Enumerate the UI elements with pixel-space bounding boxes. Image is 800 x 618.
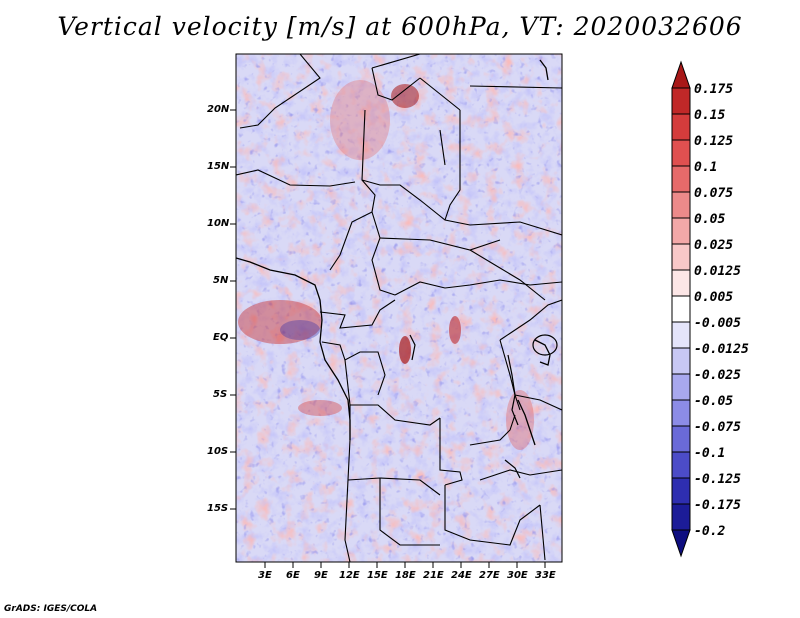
velocity-field <box>236 54 562 562</box>
lon-label: 6E <box>286 570 300 581</box>
colorbar-label: 0.0125 <box>694 264 741 279</box>
colorbar-label: -0.025 <box>694 368 741 383</box>
colorbar-box <box>671 347 691 375</box>
colorbar-box <box>671 399 691 427</box>
colorbar-box <box>671 113 691 141</box>
lon-label: 3E <box>258 570 272 581</box>
colorbar-box <box>671 217 691 245</box>
lon-label: 27E <box>479 570 500 581</box>
colorbar-box <box>671 503 691 531</box>
coastline <box>236 59 551 446</box>
colorbar-label: -0.2 <box>694 524 726 539</box>
lon-tick-marks <box>264 562 546 568</box>
updraft-cores <box>238 80 534 450</box>
lat-label: 15S <box>207 503 229 514</box>
colorbar-label: 0.005 <box>694 290 734 305</box>
colorbar-box <box>671 243 691 271</box>
colorbar-box <box>671 165 691 193</box>
lat-label: 15N <box>207 161 230 172</box>
lat-label: 20N <box>207 104 230 115</box>
colorbar-box <box>671 425 691 453</box>
colorbar-box <box>671 191 691 219</box>
map-frame <box>235 53 563 563</box>
lat-tick-marks <box>230 109 236 510</box>
colorbar-bottom-arrow <box>671 529 691 558</box>
lon-label: 30E <box>507 570 528 581</box>
lon-label: 15E <box>367 570 388 581</box>
colorbar-box <box>671 477 691 505</box>
colorbar-label: -0.005 <box>694 316 741 331</box>
lon-label: 9E <box>314 570 328 581</box>
colorbar-top-arrow <box>671 60 691 89</box>
colorbar-box <box>671 87 691 115</box>
colorbar-label: -0.0125 <box>694 342 749 357</box>
colorbar-label: 0.025 <box>694 238 734 253</box>
country-borders <box>236 54 562 562</box>
colorbar-label: -0.05 <box>694 394 734 409</box>
lakes <box>409 334 558 479</box>
lon-label: 18E <box>395 570 416 581</box>
colorbar-box <box>671 295 691 323</box>
lon-label: 21E <box>423 570 444 581</box>
colorbar-label: 0.125 <box>694 134 734 149</box>
colorbar <box>671 60 691 558</box>
lat-label: 10S <box>207 446 229 457</box>
lat-label: 5S <box>213 389 228 400</box>
colorbar-label: -0.125 <box>694 472 741 487</box>
colorbar-label: -0.175 <box>694 498 741 513</box>
colorbar-box <box>671 321 691 349</box>
lon-label: 33E <box>535 570 556 581</box>
lon-label: 12E <box>339 570 360 581</box>
colorbar-box <box>671 269 691 297</box>
colorbar-box <box>671 139 691 167</box>
colorbar-label: 0.075 <box>694 186 734 201</box>
colorbar-label: -0.1 <box>694 446 726 461</box>
lat-label: 5N <box>213 275 229 286</box>
credit-text: GrADS: IGES/COLA <box>4 604 98 614</box>
colorbar-label: 0.175 <box>694 82 734 97</box>
colorbar-label: 0.1 <box>694 160 718 175</box>
colorbar-box <box>671 451 691 479</box>
colorbar-label: 0.05 <box>694 212 726 227</box>
lon-label: 24E <box>451 570 472 581</box>
colorbar-label: -0.075 <box>694 420 741 435</box>
colorbar-box <box>671 373 691 401</box>
lat-label: EQ <box>213 332 229 343</box>
map-title: Vertical velocity [m/s] at 600hPa, VT: 2… <box>57 12 743 41</box>
lat-label: 10N <box>207 218 230 229</box>
colorbar-label: 0.15 <box>694 108 726 123</box>
